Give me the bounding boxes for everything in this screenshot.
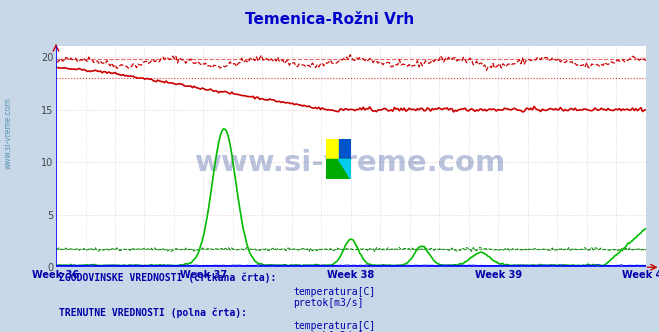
Bar [326, 139, 339, 159]
Text: pretok[m3/s]: pretok[m3/s] [293, 298, 364, 308]
Text: Temenica-Rožni Vrh: Temenica-Rožni Vrh [245, 12, 414, 27]
Text: www.si-vreme.com: www.si-vreme.com [195, 149, 507, 178]
FancyArrow shape [339, 159, 351, 179]
Text: www.si-vreme.com: www.si-vreme.com [3, 97, 13, 169]
Text: TRENUTNE VREDNOSTI (polna črta):: TRENUTNE VREDNOSTI (polna črta): [59, 307, 247, 318]
Text: pretok[m3/s]: pretok[m3/s] [293, 331, 364, 332]
Bar [339, 139, 351, 159]
Text: temperatura[C]: temperatura[C] [293, 288, 376, 297]
Polygon shape [339, 159, 351, 179]
Text: temperatura[C]: temperatura[C] [293, 321, 376, 331]
Bar [326, 159, 351, 179]
Text: ZGODOVINSKE VREDNOSTI (črtkana črta):: ZGODOVINSKE VREDNOSTI (črtkana črta): [59, 272, 277, 283]
